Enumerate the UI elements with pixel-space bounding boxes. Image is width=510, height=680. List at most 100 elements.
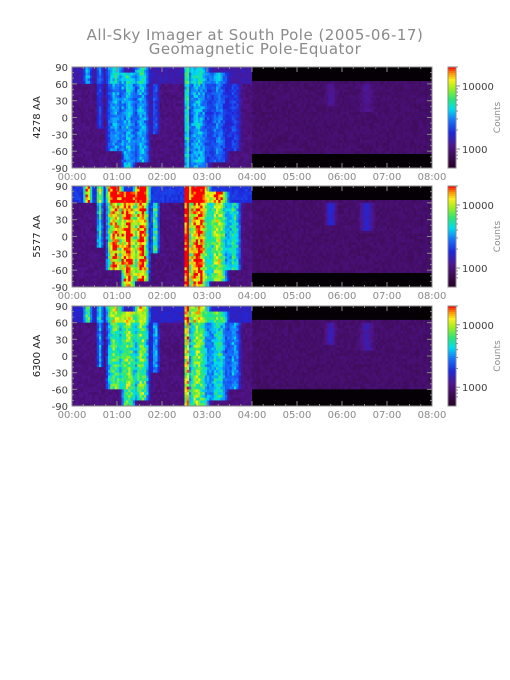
heatmap-cell xyxy=(117,109,120,113)
heatmap-cell xyxy=(207,148,210,152)
heatmap-cell xyxy=(180,69,183,74)
heatmap-cell xyxy=(202,142,206,146)
heatmap-cell xyxy=(171,142,174,146)
heatmap-cell xyxy=(119,156,122,160)
heatmap-cell xyxy=(153,145,156,149)
heatmap-cell xyxy=(139,103,143,107)
heatmap-cell xyxy=(195,95,199,99)
heatmap-cell xyxy=(186,97,190,102)
heatmap-cell xyxy=(168,81,172,85)
heatmap-cell xyxy=(207,153,210,158)
heatmap-cell xyxy=(220,156,224,160)
heatmap-cell xyxy=(189,131,192,135)
heatmap-cell xyxy=(155,83,158,88)
heatmap-cell xyxy=(121,86,125,90)
heatmap-cell xyxy=(90,67,93,71)
heatmap-cell xyxy=(117,81,120,85)
heatmap-cell xyxy=(112,148,116,152)
heatmap-cell xyxy=(81,100,84,104)
heatmap-cell xyxy=(193,89,197,93)
heatmap-cell xyxy=(182,117,185,121)
heatmap-cell xyxy=(220,123,224,127)
heatmap-cell xyxy=(94,92,98,96)
heatmap-cell xyxy=(81,67,84,71)
heatmap-cell xyxy=(186,72,190,76)
heatmap-cell xyxy=(92,111,95,116)
heatmap-cell xyxy=(200,120,203,124)
heatmap-cell xyxy=(105,117,109,121)
heatmap-cell xyxy=(128,117,131,121)
heatmap-cell xyxy=(78,67,82,71)
heatmap-cell xyxy=(218,131,221,135)
heatmap-cell xyxy=(157,153,161,158)
heatmap-cell xyxy=(90,81,93,85)
heatmap-cell xyxy=(195,81,199,85)
heatmap-cell xyxy=(166,117,170,121)
heatmap-cell xyxy=(74,109,77,113)
heatmap-cell xyxy=(110,125,113,130)
heatmap-cell xyxy=(191,106,194,110)
heatmap-cell xyxy=(101,148,104,152)
heatmap-cell xyxy=(123,97,127,102)
heatmap-cell xyxy=(202,78,206,82)
heatmap-cell xyxy=(114,137,118,141)
heatmap-cell xyxy=(186,81,190,85)
heatmap-cell xyxy=(119,103,122,107)
heatmap-cell xyxy=(94,134,98,138)
heatmap-cell xyxy=(200,123,203,127)
heatmap-cell xyxy=(195,75,199,79)
heatmap-cell xyxy=(103,86,107,90)
heatmap-cell xyxy=(180,131,183,135)
heatmap-cell xyxy=(168,92,172,96)
heatmap-cell xyxy=(135,95,138,99)
heatmap-cell xyxy=(126,100,129,104)
heatmap-cell xyxy=(76,103,80,107)
heatmap-cell xyxy=(209,97,212,102)
heatmap-cell xyxy=(121,92,125,96)
heatmap-cell xyxy=(166,72,170,76)
heatmap-cell xyxy=(191,95,194,99)
heatmap-cell xyxy=(175,131,179,135)
heatmap-cell xyxy=(83,103,86,107)
heatmap-cell xyxy=(101,134,104,138)
heatmap-cell xyxy=(186,162,190,166)
heatmap-cell xyxy=(110,89,113,93)
heatmap-cell xyxy=(198,86,201,90)
heatmap-cell xyxy=(105,114,109,118)
heatmap-cell xyxy=(96,109,100,113)
heatmap-cell xyxy=(207,106,210,110)
heatmap-cell xyxy=(135,162,138,166)
heatmap-cell xyxy=(211,111,215,116)
heatmap-cell xyxy=(153,159,156,163)
heatmap-cell xyxy=(144,145,147,149)
heatmap-cell xyxy=(141,86,145,90)
heatmap-cell xyxy=(105,131,109,135)
heatmap-cell xyxy=(123,162,127,166)
heatmap-cell xyxy=(83,151,86,155)
heatmap-cell xyxy=(216,139,219,144)
heatmap-cell xyxy=(182,137,185,141)
heatmap-cell xyxy=(195,165,199,169)
heatmap-cell xyxy=(144,69,147,74)
heatmap-cell xyxy=(123,134,127,138)
heatmap-cell xyxy=(182,69,185,74)
heatmap-cell xyxy=(180,97,183,102)
heatmap-cell xyxy=(137,83,140,88)
heatmap-cell xyxy=(159,156,163,160)
heatmap-cell xyxy=(198,162,201,166)
heatmap-cell xyxy=(85,92,89,96)
heatmap-cell xyxy=(153,72,156,76)
heatmap-cell xyxy=(182,162,185,166)
heatmap-cell xyxy=(114,109,118,113)
heatmap-cell xyxy=(198,148,201,152)
heatmap-cell xyxy=(126,81,129,85)
heatmap-cell xyxy=(76,123,80,127)
heatmap-cell xyxy=(209,125,212,130)
heatmap-cell xyxy=(74,134,77,138)
heatmap-cell xyxy=(159,137,163,141)
heatmap-cell xyxy=(101,159,104,163)
heatmap-cell xyxy=(137,156,140,160)
heatmap-cell xyxy=(173,142,176,146)
heatmap-cell xyxy=(216,67,219,71)
heatmap-cell xyxy=(139,165,143,169)
